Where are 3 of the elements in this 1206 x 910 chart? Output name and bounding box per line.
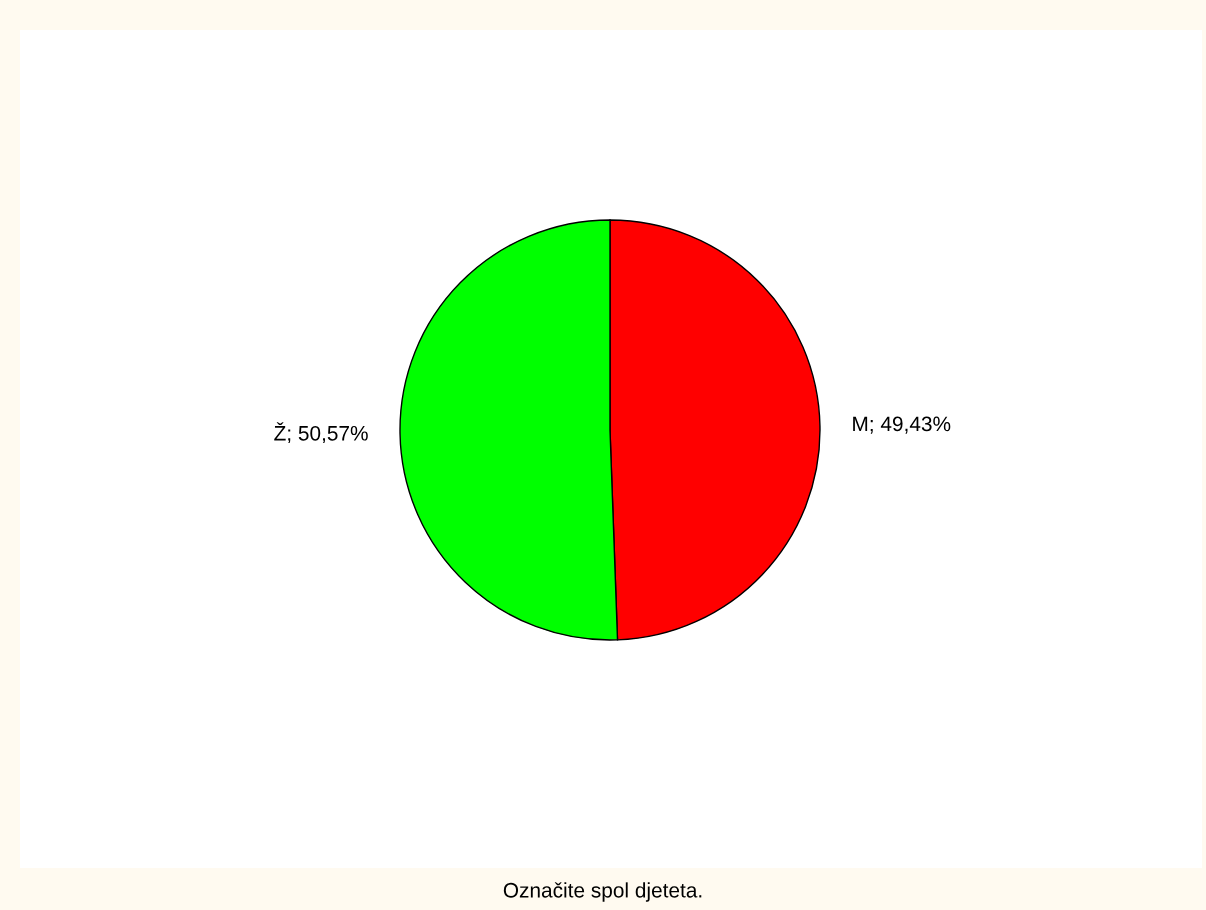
slice-label: M; 49,43%: [853, 416, 951, 434]
slice-label: Ž; 50,57%: [274, 422, 368, 444]
text: Označite spol djeteta.: [503, 882, 702, 902]
